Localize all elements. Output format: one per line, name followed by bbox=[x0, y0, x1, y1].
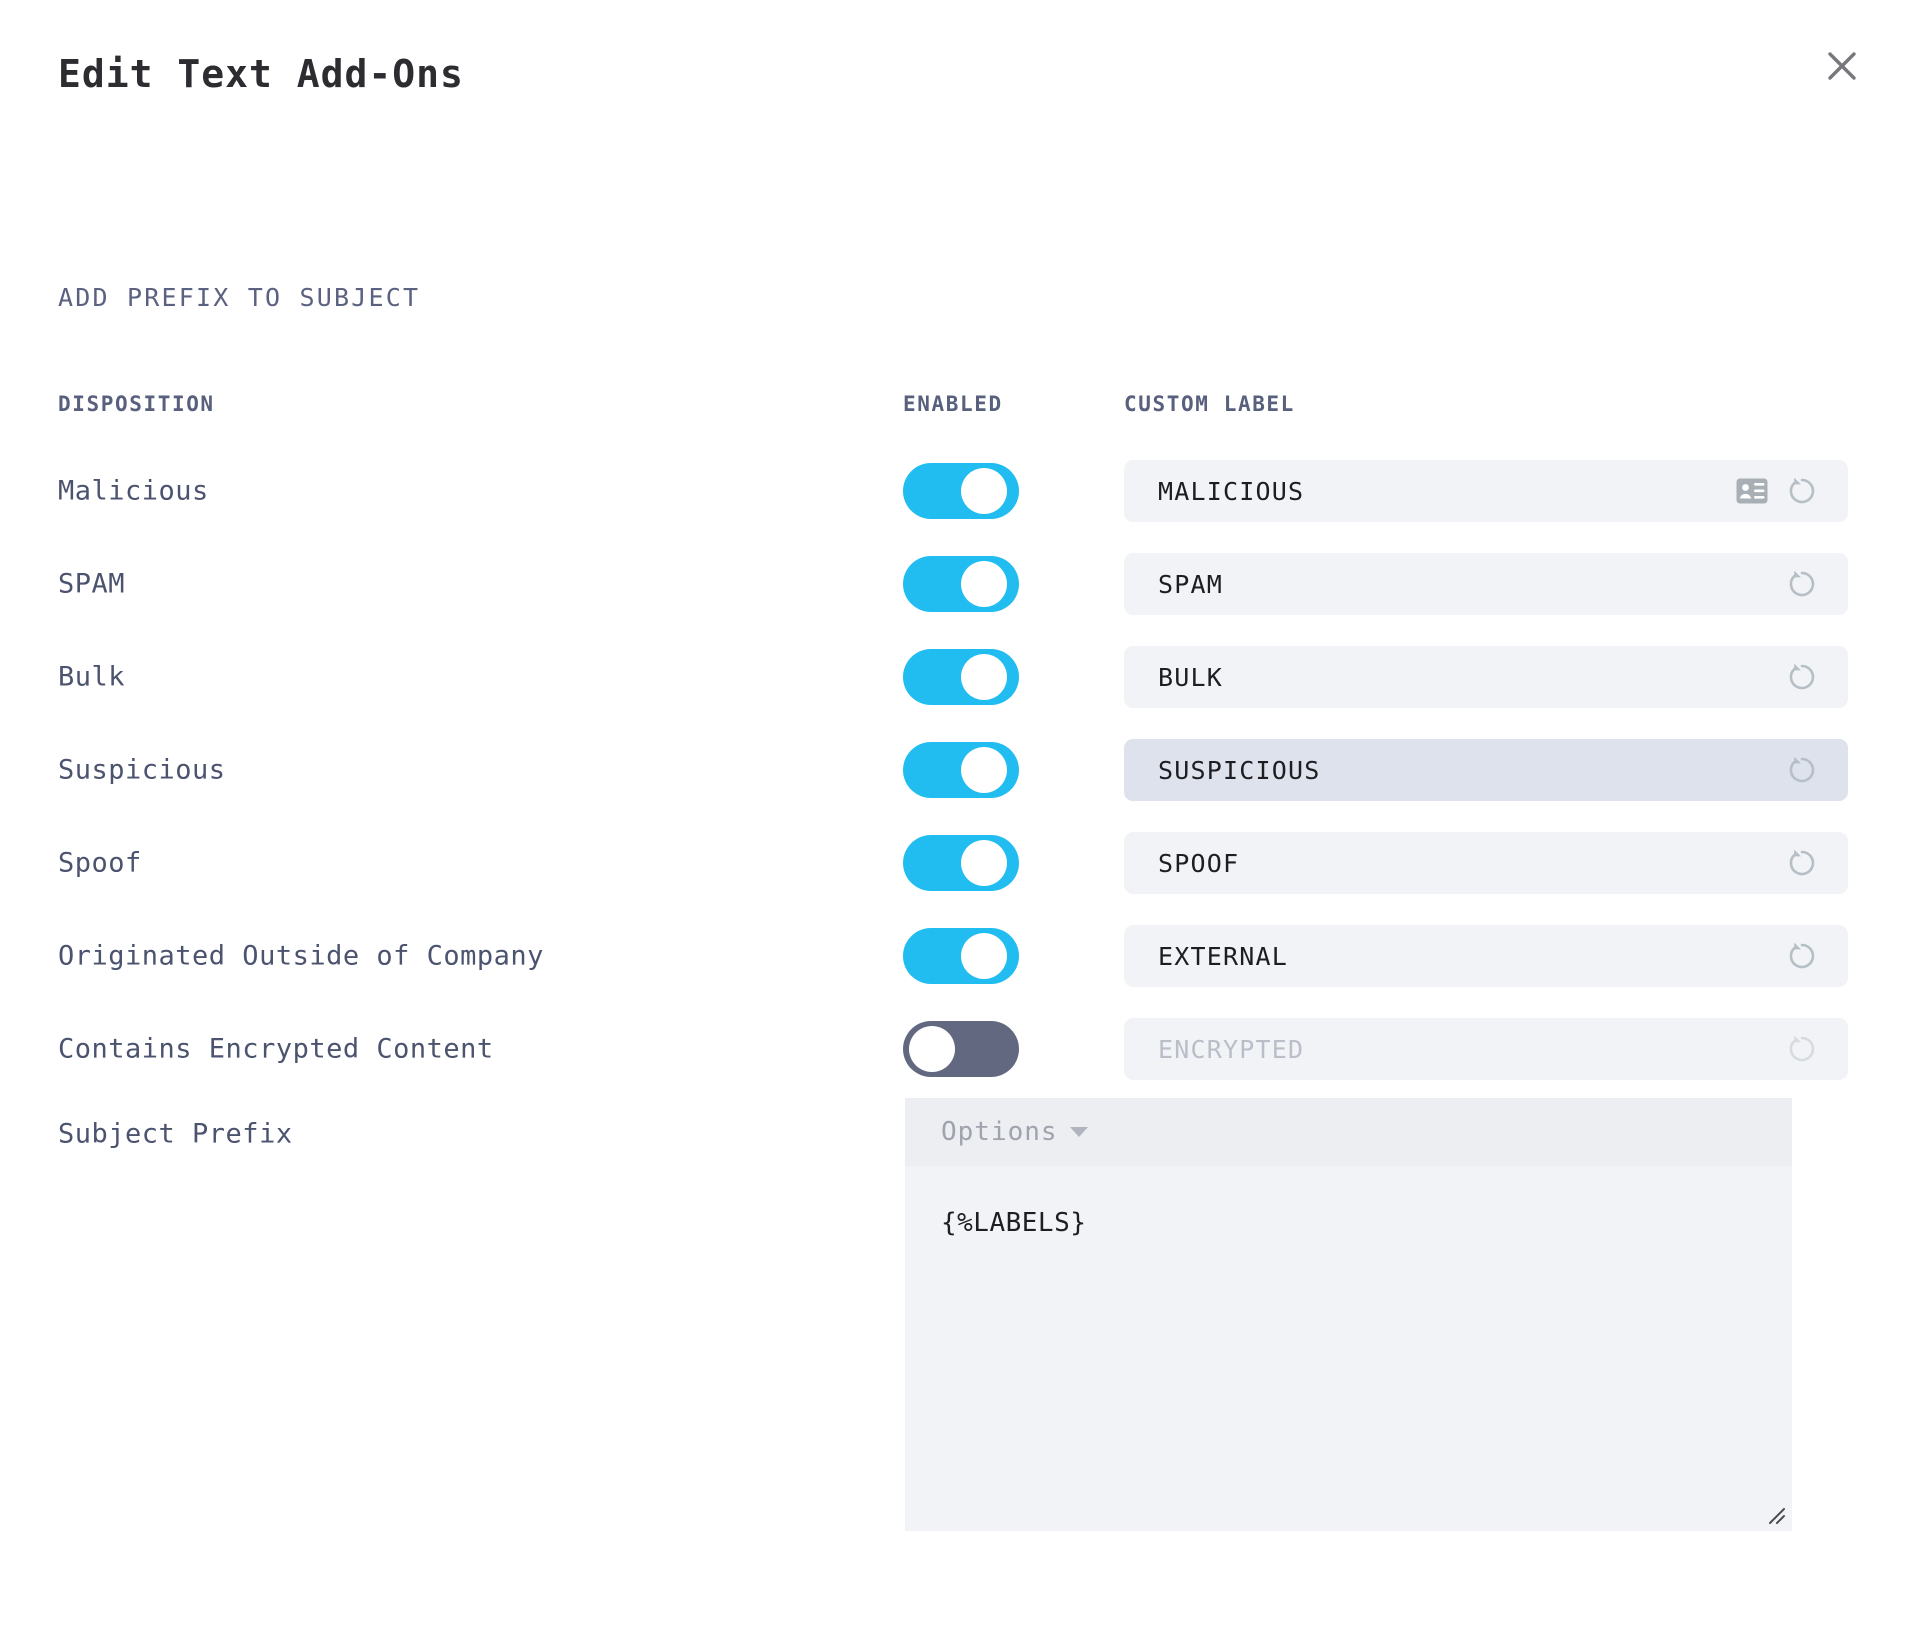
toggle-knob bbox=[961, 747, 1007, 793]
enabled-toggle[interactable] bbox=[903, 835, 1019, 891]
disposition-label: Suspicious bbox=[58, 754, 226, 786]
disposition-label: Bulk bbox=[58, 661, 126, 693]
toggle-knob bbox=[961, 468, 1007, 514]
subject-prefix-value: {%LABELS} bbox=[941, 1208, 1087, 1238]
disposition-label: Malicious bbox=[58, 475, 209, 507]
toggle-knob bbox=[961, 933, 1007, 979]
field-icon-group bbox=[1784, 1031, 1820, 1067]
field-icon-group bbox=[1784, 752, 1820, 788]
custom-label-value: MALICIOUS bbox=[1158, 476, 1305, 506]
custom-label-input[interactable]: BULK bbox=[1124, 646, 1848, 708]
reset-icon[interactable] bbox=[1784, 473, 1820, 509]
custom-label-value: SPOOF bbox=[1158, 848, 1240, 878]
table-row: Contains Encrypted Content ENCRYPTED bbox=[0, 1013, 1908, 1085]
disposition-label: Originated Outside of Company bbox=[58, 940, 544, 972]
custom-label-value: BULK bbox=[1158, 662, 1224, 692]
toggle-knob bbox=[909, 1026, 955, 1072]
enabled-toggle[interactable] bbox=[903, 556, 1019, 612]
custom-label-input[interactable]: SUSPICIOUS bbox=[1124, 739, 1848, 801]
reset-icon[interactable] bbox=[1784, 938, 1820, 974]
custom-label-value: EXTERNAL bbox=[1158, 941, 1289, 971]
table-row: SPAM SPAM bbox=[0, 548, 1908, 620]
custom-label-value: SUSPICIOUS bbox=[1158, 755, 1321, 785]
disposition-label: Contains Encrypted Content bbox=[58, 1033, 494, 1065]
enabled-toggle[interactable] bbox=[903, 463, 1019, 519]
enabled-toggle[interactable] bbox=[903, 742, 1019, 798]
close-icon bbox=[1825, 49, 1859, 83]
column-header-disposition: DISPOSITION bbox=[58, 392, 215, 416]
section-label-add-prefix-to-subject: ADD PREFIX TO SUBJECT bbox=[58, 283, 421, 312]
custom-label-input[interactable]: SPAM bbox=[1124, 553, 1848, 615]
field-icon-group bbox=[1736, 473, 1820, 509]
enabled-toggle[interactable] bbox=[903, 928, 1019, 984]
table-row: Bulk BULK bbox=[0, 641, 1908, 713]
reset-icon[interactable] bbox=[1784, 752, 1820, 788]
contact-card-icon[interactable] bbox=[1736, 478, 1768, 504]
subject-prefix-row: Subject Prefix bbox=[0, 1098, 1908, 1170]
page-title: Edit Text Add-Ons bbox=[58, 52, 464, 96]
options-dropdown-button[interactable]: Options bbox=[941, 1117, 1088, 1147]
options-dropdown-label: Options bbox=[941, 1117, 1058, 1147]
field-icon-group bbox=[1784, 938, 1820, 974]
custom-label-input: ENCRYPTED bbox=[1124, 1018, 1848, 1080]
table-row: Suspicious SUSPICIOUS bbox=[0, 734, 1908, 806]
custom-label-input[interactable]: MALICIOUS bbox=[1124, 460, 1848, 522]
table-row: Spoof SPOOF bbox=[0, 827, 1908, 899]
custom-label-input[interactable]: EXTERNAL bbox=[1124, 925, 1848, 987]
custom-label-value: ENCRYPTED bbox=[1158, 1034, 1305, 1064]
subject-prefix-textarea[interactable]: {%LABELS} bbox=[905, 1166, 1792, 1531]
reset-icon[interactable] bbox=[1784, 566, 1820, 602]
column-header-custom-label: CUSTOM LABEL bbox=[1124, 392, 1295, 416]
custom-label-value: SPAM bbox=[1158, 569, 1224, 599]
chevron-down-icon bbox=[1069, 1127, 1088, 1137]
custom-label-input[interactable]: SPOOF bbox=[1124, 832, 1848, 894]
reset-icon[interactable] bbox=[1784, 845, 1820, 881]
disposition-label: Spoof bbox=[58, 847, 142, 879]
table-row: Malicious MALICIOUS bbox=[0, 455, 1908, 527]
enabled-toggle[interactable] bbox=[903, 649, 1019, 705]
field-icon-group bbox=[1784, 566, 1820, 602]
column-header-enabled: ENABLED bbox=[903, 392, 1003, 416]
resize-handle-icon[interactable] bbox=[1762, 1501, 1786, 1525]
enabled-toggle[interactable] bbox=[903, 1021, 1019, 1077]
close-button[interactable] bbox=[1814, 38, 1870, 94]
disposition-label: SPAM bbox=[58, 568, 126, 600]
field-icon-group bbox=[1784, 659, 1820, 695]
table-row: Originated Outside of Company EXTERNAL bbox=[0, 920, 1908, 992]
field-icon-group bbox=[1784, 845, 1820, 881]
reset-icon bbox=[1784, 1031, 1820, 1067]
toggle-knob bbox=[961, 561, 1007, 607]
subject-prefix-label: Subject Prefix bbox=[58, 1118, 293, 1150]
reset-icon[interactable] bbox=[1784, 659, 1820, 695]
toggle-knob bbox=[961, 840, 1007, 886]
subject-prefix-toolbar: Options bbox=[905, 1098, 1792, 1166]
toggle-knob bbox=[961, 654, 1007, 700]
